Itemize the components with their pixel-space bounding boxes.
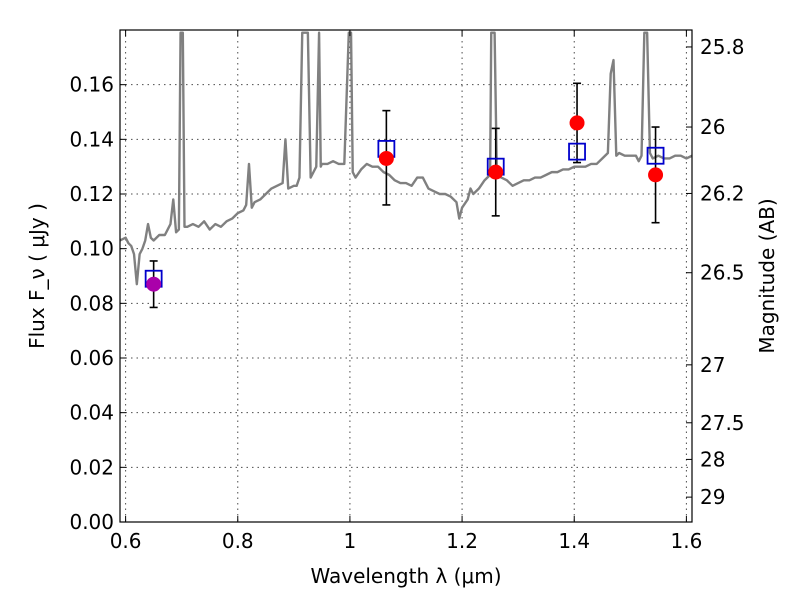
y2-tick-label: 28 [700,447,725,471]
observed-point-marker [648,167,664,183]
observed-point-marker [488,164,504,180]
y2-tick-label: 26 [700,115,725,139]
y2-tick-label: 29 [700,485,725,509]
y-axis-label: Flux F_ν ( μJy ) [25,203,49,349]
y-tick-label: 0.04 [69,401,114,425]
data-points [144,82,665,309]
plot-area [120,31,692,286]
x-tick-label: 1.4 [558,529,590,553]
y2-tick-label: 27 [700,353,725,377]
spectrum-line [120,31,692,286]
axis-ticks: 0.6 0.8 1 1.2 1.4 1.6 0.00 0.02 0.04 0.06 0.08 0.10… [69,30,745,553]
y2-axis-label: Magnitude (AB) [755,198,779,353]
x-tick-label: 1 [344,529,357,553]
y2-tick-label: 26.5 [700,261,745,285]
y-tick-label: 0.10 [69,237,114,261]
y-tick-label: 0.00 [69,510,114,534]
observed-point-marker [378,150,394,166]
y2-tick-label: 27.5 [700,411,745,435]
x-tick-label: 1.2 [446,529,478,553]
x-axis-label: Wavelength λ (μm) [310,564,501,588]
y2-tick-label: 25.8 [700,35,745,59]
observed-point-marker [146,276,162,292]
x-tick-label: 0.6 [110,529,142,553]
y-tick-label: 0.08 [69,291,114,315]
model-square-marker [646,146,665,165]
y-tick-label: 0.02 [69,455,114,479]
y-tick-label: 0.06 [69,346,114,370]
y-tick-label: 0.16 [69,73,114,97]
x-tick-label: 0.8 [222,529,254,553]
y2-tick-label: 26.2 [700,181,745,205]
plot-frame [119,29,693,523]
y-tick-label: 0.14 [69,127,114,151]
y-tick-label: 0.12 [69,182,114,206]
observed-point-marker [569,115,585,131]
x-tick-label: 1.6 [670,529,702,553]
model-square-marker [568,142,586,161]
